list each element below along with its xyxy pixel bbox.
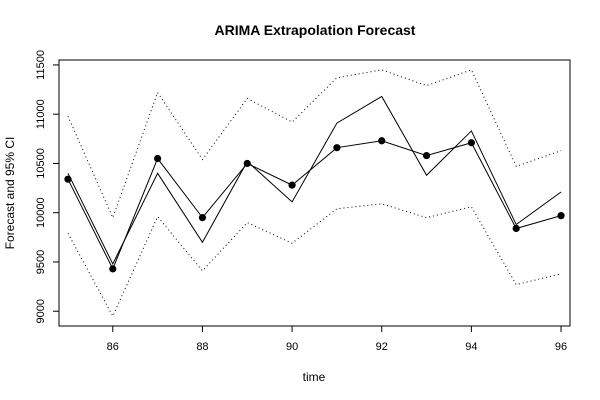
forecast-point [333,144,341,152]
x-axis-label: time [303,370,326,384]
x-tick-label: 88 [196,341,208,353]
y-tick-label: 11000 [35,99,47,129]
x-tick-label: 86 [107,341,119,353]
chart-title: ARIMA Extrapolation Forecast [215,22,416,38]
ci-bound-line [67,203,562,318]
forecast-line [67,140,562,271]
x-tick-label: 94 [465,341,477,353]
x-tick-label: 92 [376,341,388,353]
forecast-point [243,159,251,168]
forecast-point [288,181,296,189]
y-tick-label: 11500 [35,50,47,80]
forecast-point [467,139,475,147]
y-tick-label: 10500 [35,148,47,179]
x-tick-label: 96 [555,341,567,353]
forecast-point [422,151,431,160]
y-axis-label: Forecast and 95% CI [3,137,17,250]
forecast-point [378,137,386,145]
series-layer [64,69,565,318]
actual-line [67,95,562,266]
y-tick-label: 9500 [35,250,47,274]
y-axis: 9000 9500 10000 10500 11000 11500 [35,50,59,323]
y-tick-label: 10000 [35,197,47,228]
plot-area [58,59,571,327]
forecast-point [198,214,207,222]
forecast-point [512,224,520,233]
forecast-point [154,154,162,163]
forecast-point [557,212,565,220]
ci-bound-line [67,69,562,219]
forecast-point [64,175,72,183]
y-tick-label: 9000 [35,299,47,323]
forecast-point [109,265,117,273]
x-axis: 86 88 90 92 94 96 [107,326,567,353]
x-tick-label: 90 [286,341,298,353]
